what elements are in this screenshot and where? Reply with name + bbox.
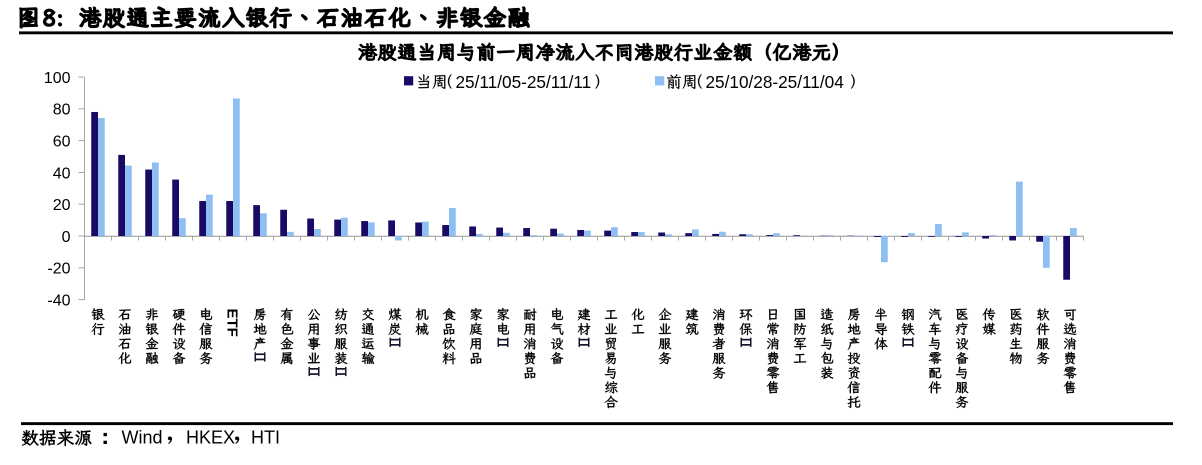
svg-text:60: 60 xyxy=(53,134,71,151)
svg-text:ETF: ETF xyxy=(224,309,241,337)
svg-text:25/11/05-25/11/11: 25/11/05-25/11/11 xyxy=(456,72,592,92)
svg-text:25/10/28-25/11/04: 25/10/28-25/11/04 xyxy=(706,72,845,92)
svg-text:-40: -40 xyxy=(47,293,70,310)
svg-text:100: 100 xyxy=(44,70,71,87)
svg-text:20: 20 xyxy=(53,197,71,214)
svg-text:HKEX: HKEX xyxy=(186,428,235,448)
svg-text:40: 40 xyxy=(53,165,71,182)
svg-text:Wind: Wind xyxy=(122,428,163,448)
svg-text:-20: -20 xyxy=(47,261,70,278)
svg-text:80: 80 xyxy=(53,102,71,119)
svg-text:HTI: HTI xyxy=(251,428,280,448)
svg-text:0: 0 xyxy=(62,229,71,246)
